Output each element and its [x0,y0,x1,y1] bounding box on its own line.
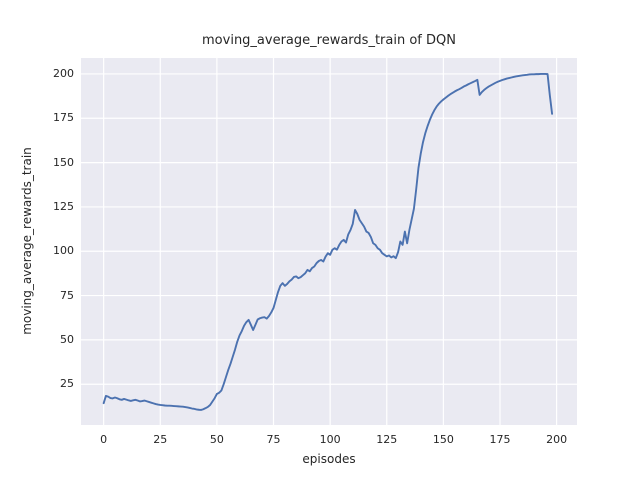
y-tick-label: 150 [53,155,74,169]
x-tick-label: 175 [489,433,511,446]
line-chart [81,58,577,425]
y-tick-label: 75 [60,288,74,302]
x-axis-label: episodes [302,452,356,466]
x-tick-label: 0 [100,433,108,446]
y-tick-label: 125 [53,199,74,213]
y-tick-label: 25 [60,377,74,391]
chart-title: moving_average_rewards_train of DQN [202,33,456,48]
x-tick-label: 50 [209,433,224,446]
y-axis-label-text: moving_average_rewards_train [20,147,34,335]
data-line-moving_average_rewards_train [102,73,554,411]
y-tick-label: 175 [53,111,74,125]
x-tick-label: 150 [432,433,454,446]
y-tick-label: 200 [53,66,74,80]
x-tick-label: 125 [376,433,398,446]
plot-area [81,58,577,425]
x-tick-label: 100 [319,433,341,446]
x-tick-label: 200 [546,433,568,446]
x-tick-label: 75 [266,433,281,446]
y-tick-label: 100 [53,244,74,258]
y-tick-label: 50 [60,332,74,346]
x-tick-label: 25 [153,433,168,446]
